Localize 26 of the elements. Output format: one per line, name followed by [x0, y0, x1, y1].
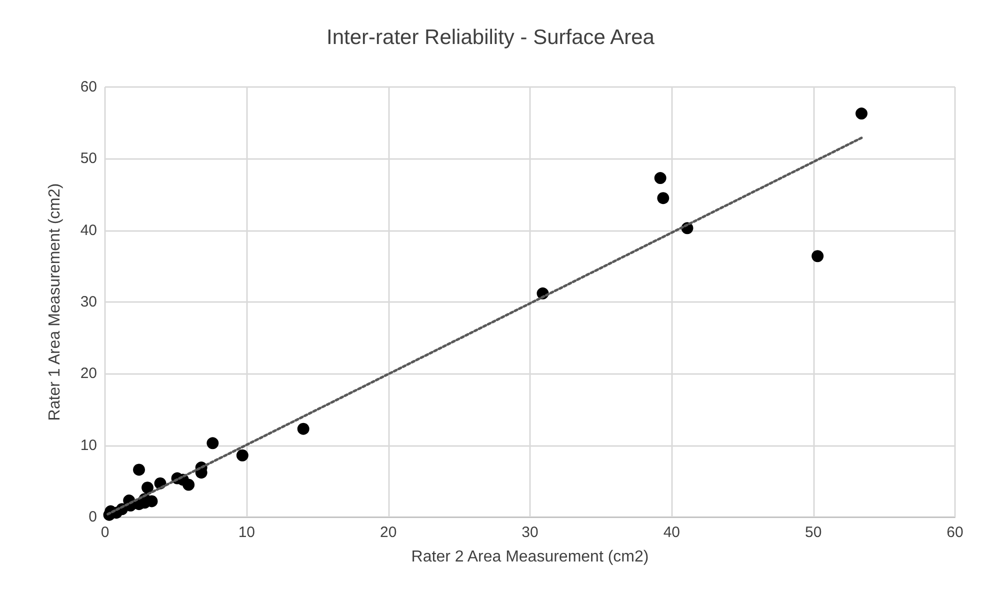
x-tick-label: 20 [380, 524, 397, 541]
point [654, 172, 666, 184]
point [812, 250, 824, 262]
y-tick-label: 20 [80, 365, 97, 382]
x-tick-label: 30 [522, 524, 538, 541]
x-axis-title: Rater 2 Area Measurement (cm2) [411, 548, 649, 566]
y-tick-label: 60 [80, 78, 97, 96]
point [297, 422, 310, 435]
x-tick-label: 50 [804, 524, 822, 541]
x-tick-label: 40 [663, 524, 680, 541]
x-tick-label: 60 [946, 524, 964, 541]
chart-title: Inter-rater Reliability - Surface Area [326, 26, 655, 49]
point [657, 192, 670, 204]
point [236, 449, 248, 462]
y-tick-label: 30 [80, 294, 97, 310]
x-tick-label: 0 [100, 524, 110, 541]
y-axis-title: Rater 1 Area Measurement (cm2) [46, 183, 64, 421]
x-tick-label: 10 [238, 524, 256, 541]
y-tick-label: 10 [80, 436, 97, 454]
y-tick-label: 50 [80, 150, 97, 168]
point [133, 464, 145, 476]
point [856, 108, 868, 120]
point [142, 482, 154, 494]
point [206, 437, 219, 450]
y-tick-label: 40 [80, 222, 97, 239]
y-tick-label: 0 [88, 508, 97, 526]
